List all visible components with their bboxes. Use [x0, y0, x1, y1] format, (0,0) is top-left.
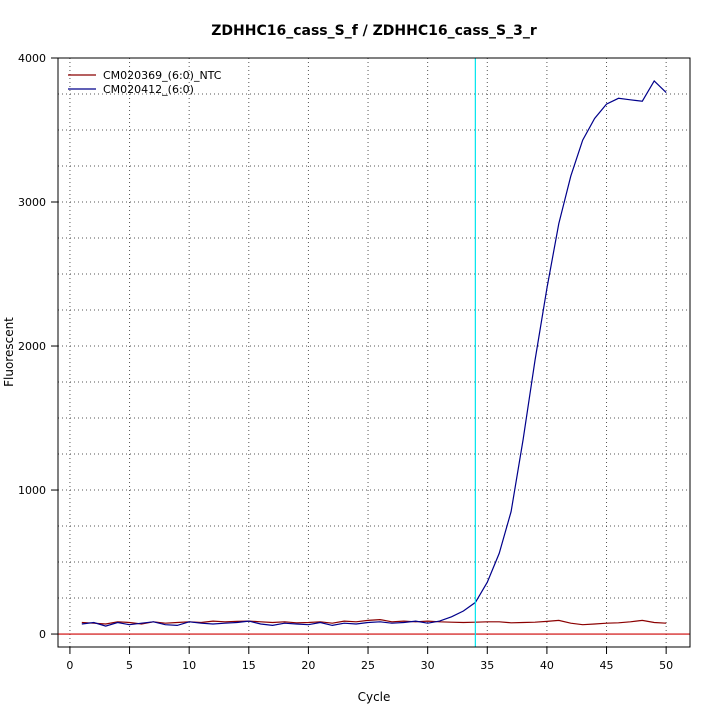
reference-lines [58, 58, 690, 647]
x-tick-label: 30 [421, 659, 435, 672]
x-tick-label: 45 [600, 659, 614, 672]
x-tick-label: 0 [66, 659, 73, 672]
legend-label-2: CM020412_(6:0) [103, 83, 194, 96]
x-tick-label: 20 [301, 659, 315, 672]
y-tick-label: 0 [39, 628, 46, 641]
grid-lines [58, 57, 690, 647]
y-tick-label: 4000 [18, 52, 46, 65]
x-tick-label: 40 [540, 659, 554, 672]
x-tick-label: 25 [361, 659, 375, 672]
plot-frame [57, 57, 691, 648]
axes: 0 5 10 15 20 25 30 35 40 45 50 0 1000 2000 3000 4000 [18, 52, 673, 672]
legend-label-1: CM020369_(6:0)_NTC [103, 69, 222, 82]
y-axis-label: Fluorescent [2, 317, 16, 387]
x-tick-label: 5 [126, 659, 133, 672]
series-line-2 [81, 80, 667, 627]
x-tick-label: 50 [659, 659, 673, 672]
y-tick-label: 1000 [18, 484, 46, 497]
series-line-1 [81, 618, 667, 626]
series-lines [81, 80, 667, 627]
x-axis-label: Cycle [358, 690, 391, 704]
x-tick-label: 10 [182, 659, 196, 672]
y-tick-label: 2000 [18, 340, 46, 353]
chart-title: ZDHHC16_cass_S_f / ZDHHC16_cass_S_3_r [211, 23, 537, 39]
y-tick-label: 3000 [18, 196, 46, 209]
x-tick-label: 35 [480, 659, 494, 672]
x-tick-label: 15 [242, 659, 256, 672]
